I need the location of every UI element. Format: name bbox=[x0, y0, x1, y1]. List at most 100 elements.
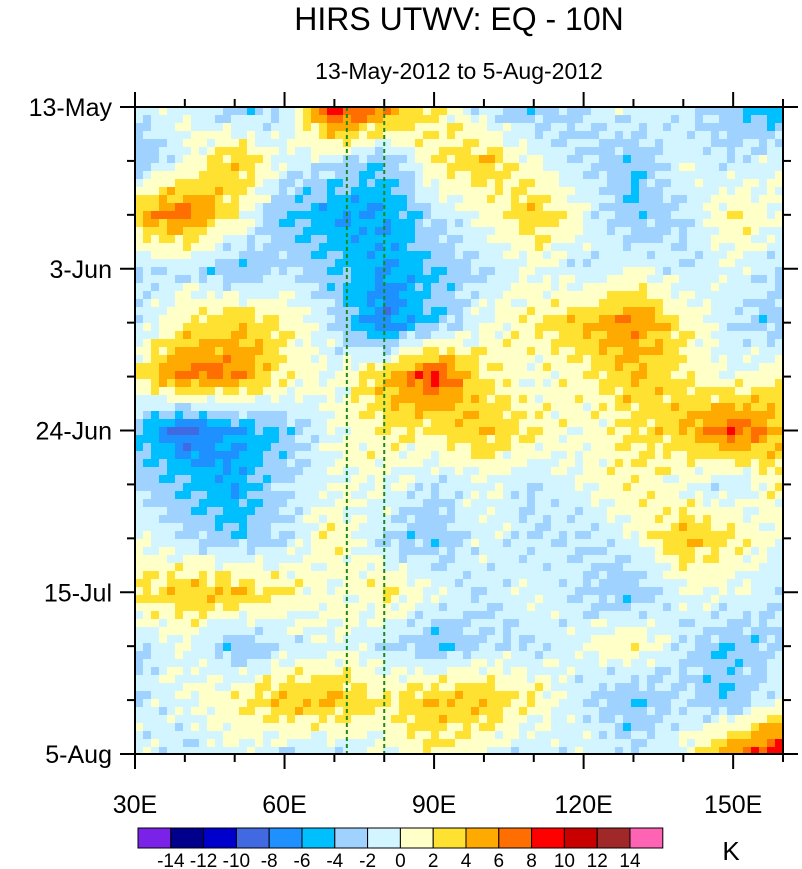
heatmap-cell bbox=[591, 459, 600, 468]
heatmap-cell bbox=[479, 371, 488, 380]
heatmap-cell bbox=[551, 123, 560, 132]
heatmap-cell bbox=[295, 563, 304, 572]
heatmap-cell bbox=[615, 539, 624, 548]
heatmap-cell bbox=[319, 411, 328, 420]
heatmap-cell bbox=[735, 483, 744, 492]
heatmap-cell bbox=[415, 163, 424, 172]
heatmap-cell bbox=[383, 571, 392, 580]
heatmap-cell bbox=[591, 107, 600, 116]
heatmap-cell bbox=[695, 187, 704, 196]
heatmap-cell bbox=[239, 491, 248, 500]
heatmap-cell bbox=[631, 251, 640, 260]
heatmap-cell bbox=[751, 451, 760, 460]
heatmap-cell bbox=[303, 307, 312, 316]
heatmap-cell bbox=[575, 531, 584, 540]
heatmap-cell bbox=[767, 443, 776, 452]
heatmap-cell bbox=[511, 227, 520, 236]
heatmap-cell bbox=[407, 235, 416, 244]
heatmap-cell bbox=[735, 387, 744, 396]
heatmap-cell bbox=[455, 107, 464, 116]
heatmap-cell bbox=[447, 219, 456, 228]
heatmap-cell bbox=[647, 507, 656, 516]
heatmap-cell bbox=[711, 515, 720, 524]
heatmap-cell bbox=[471, 323, 480, 332]
heatmap-cell bbox=[439, 443, 448, 452]
heatmap-cell bbox=[727, 403, 736, 412]
heatmap-cell bbox=[495, 227, 504, 236]
heatmap-cell bbox=[391, 347, 400, 356]
heatmap-cell bbox=[183, 363, 192, 372]
heatmap-cell bbox=[391, 283, 400, 292]
heatmap-cell bbox=[535, 507, 544, 516]
heatmap-cell bbox=[527, 563, 536, 572]
heatmap-cell bbox=[711, 235, 720, 244]
heatmap-cell bbox=[511, 435, 520, 444]
heatmap-cell bbox=[551, 227, 560, 236]
heatmap-cell bbox=[447, 259, 456, 268]
heatmap-cell bbox=[551, 187, 560, 196]
heatmap-cell bbox=[295, 451, 304, 460]
heatmap-cell bbox=[727, 283, 736, 292]
heatmap-cell bbox=[239, 395, 248, 404]
heatmap-cell bbox=[199, 163, 208, 172]
heatmap-cell bbox=[143, 115, 152, 124]
heatmap-cell bbox=[279, 531, 288, 540]
heatmap-cell bbox=[711, 107, 720, 116]
heatmap-cell bbox=[263, 259, 272, 268]
heatmap-cell bbox=[471, 579, 480, 588]
heatmap-cell bbox=[311, 547, 320, 556]
heatmap-cell bbox=[511, 203, 520, 212]
heatmap-cell bbox=[247, 563, 256, 572]
heatmap-cell bbox=[479, 483, 488, 492]
heatmap-cell bbox=[359, 235, 368, 244]
heatmap-cell bbox=[511, 283, 520, 292]
heatmap-cell bbox=[759, 331, 768, 340]
heatmap-cell bbox=[199, 187, 208, 196]
heatmap-cell bbox=[599, 563, 608, 572]
heatmap-cell bbox=[519, 355, 528, 364]
heatmap-cell bbox=[591, 243, 600, 252]
heatmap-cell bbox=[455, 467, 464, 476]
heatmap-cell bbox=[151, 507, 160, 516]
heatmap-cell bbox=[319, 523, 328, 532]
heatmap-cell bbox=[695, 251, 704, 260]
heatmap-cell bbox=[175, 251, 184, 260]
heatmap-cell bbox=[535, 435, 544, 444]
heatmap-cell bbox=[727, 107, 736, 116]
heatmap-cell bbox=[271, 595, 280, 604]
heatmap-cell bbox=[527, 259, 536, 268]
heatmap-cell bbox=[143, 203, 152, 212]
heatmap-cell bbox=[495, 131, 504, 140]
heatmap-cell bbox=[375, 155, 384, 164]
heatmap-cell bbox=[183, 483, 192, 492]
heatmap-cell bbox=[391, 547, 400, 556]
heatmap-cell bbox=[631, 475, 640, 484]
heatmap-cell bbox=[679, 355, 688, 364]
heatmap-cell bbox=[743, 467, 752, 476]
heatmap-cell bbox=[303, 403, 312, 412]
heatmap-cell bbox=[711, 123, 720, 132]
heatmap-cell bbox=[239, 235, 248, 244]
heatmap-cell bbox=[583, 547, 592, 556]
heatmap-cell bbox=[535, 483, 544, 492]
heatmap-cell bbox=[223, 459, 232, 468]
heatmap-cell bbox=[439, 547, 448, 556]
heatmap-cell bbox=[351, 395, 360, 404]
heatmap-cell bbox=[199, 299, 208, 308]
heatmap-cell bbox=[623, 483, 632, 492]
heatmap-cell bbox=[503, 283, 512, 292]
heatmap-cell bbox=[367, 371, 376, 380]
heatmap-cell bbox=[503, 419, 512, 428]
heatmap-cell bbox=[343, 563, 352, 572]
heatmap-cell bbox=[687, 251, 696, 260]
heatmap-cell bbox=[375, 443, 384, 452]
heatmap-cell bbox=[535, 131, 544, 140]
heatmap-cell bbox=[367, 475, 376, 484]
heatmap-cell bbox=[183, 531, 192, 540]
heatmap-cell bbox=[479, 435, 488, 444]
heatmap-cell bbox=[215, 555, 224, 564]
heatmap-cell bbox=[167, 491, 176, 500]
heatmap-cell bbox=[471, 587, 480, 596]
heatmap-cell bbox=[327, 147, 336, 156]
heatmap-cell bbox=[775, 355, 784, 364]
